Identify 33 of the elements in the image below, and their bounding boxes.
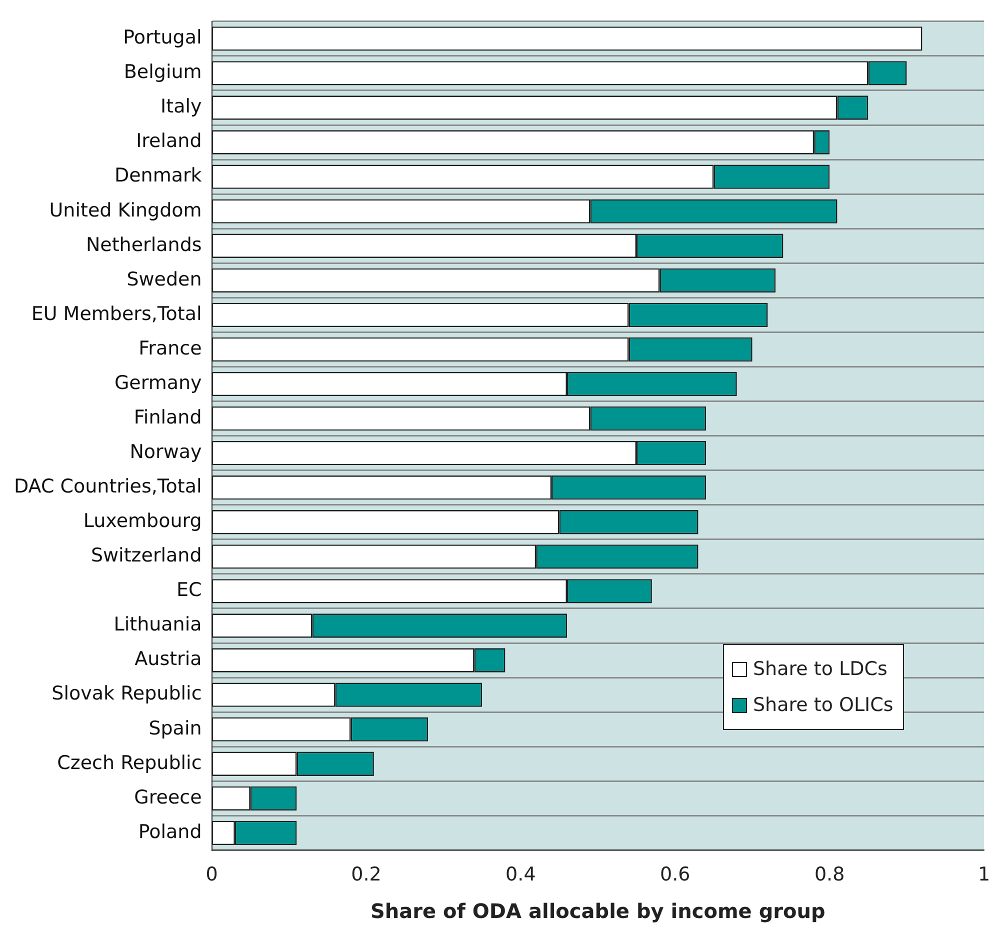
x-tick-label: 0.2 [351,864,382,886]
y-tick-label: Denmark [114,164,202,187]
y-tick-label: EC [176,579,202,602]
y-tick-label: EU Members,Total [31,302,202,325]
x-tick-label: 0.8 [814,864,845,886]
y-tick-label: Germany [114,372,202,394]
x-tick-label: 0.6 [660,864,690,886]
y-tick-label: DAC Countries,Total [14,476,202,498]
y-tick-label: Poland [138,820,202,843]
y-tick-label: France [138,337,202,360]
x-tick-label: 0 [206,864,218,886]
x-tick-label: 1 [978,864,990,886]
y-tick-label: United Kingdom [49,199,202,222]
y-tick-label: Portugal [123,26,202,49]
y-tick-label: Ireland [136,130,202,152]
y-tick-label: Greece [134,786,202,808]
y-tick-label: Netherlands [86,234,202,256]
x-tick-label: 0.4 [506,864,536,886]
x-axis-title: Share of ODA allocable by income group [370,899,826,924]
y-tick-label: Switzerland [90,544,202,567]
y-tick-label: Spain [148,717,202,740]
y-tick-label: Italy [160,96,202,118]
y-tick-label: Finland [134,406,202,428]
y-tick-label: Lithuania [114,614,202,636]
y-tick-label: Austria [134,648,202,670]
y-tick-label: Czech Republic [57,752,202,774]
y-tick-label: Slovak Republic [52,682,202,705]
legend-label: Share to OLICs [753,694,894,716]
y-tick-label: Luxembourg [83,510,202,532]
y-tick-label: Norway [130,441,202,464]
y-tick-label: Belgium [124,61,202,84]
legend-label: Share to LDCs [753,658,888,680]
y-tick-label: Sweden [126,268,202,290]
